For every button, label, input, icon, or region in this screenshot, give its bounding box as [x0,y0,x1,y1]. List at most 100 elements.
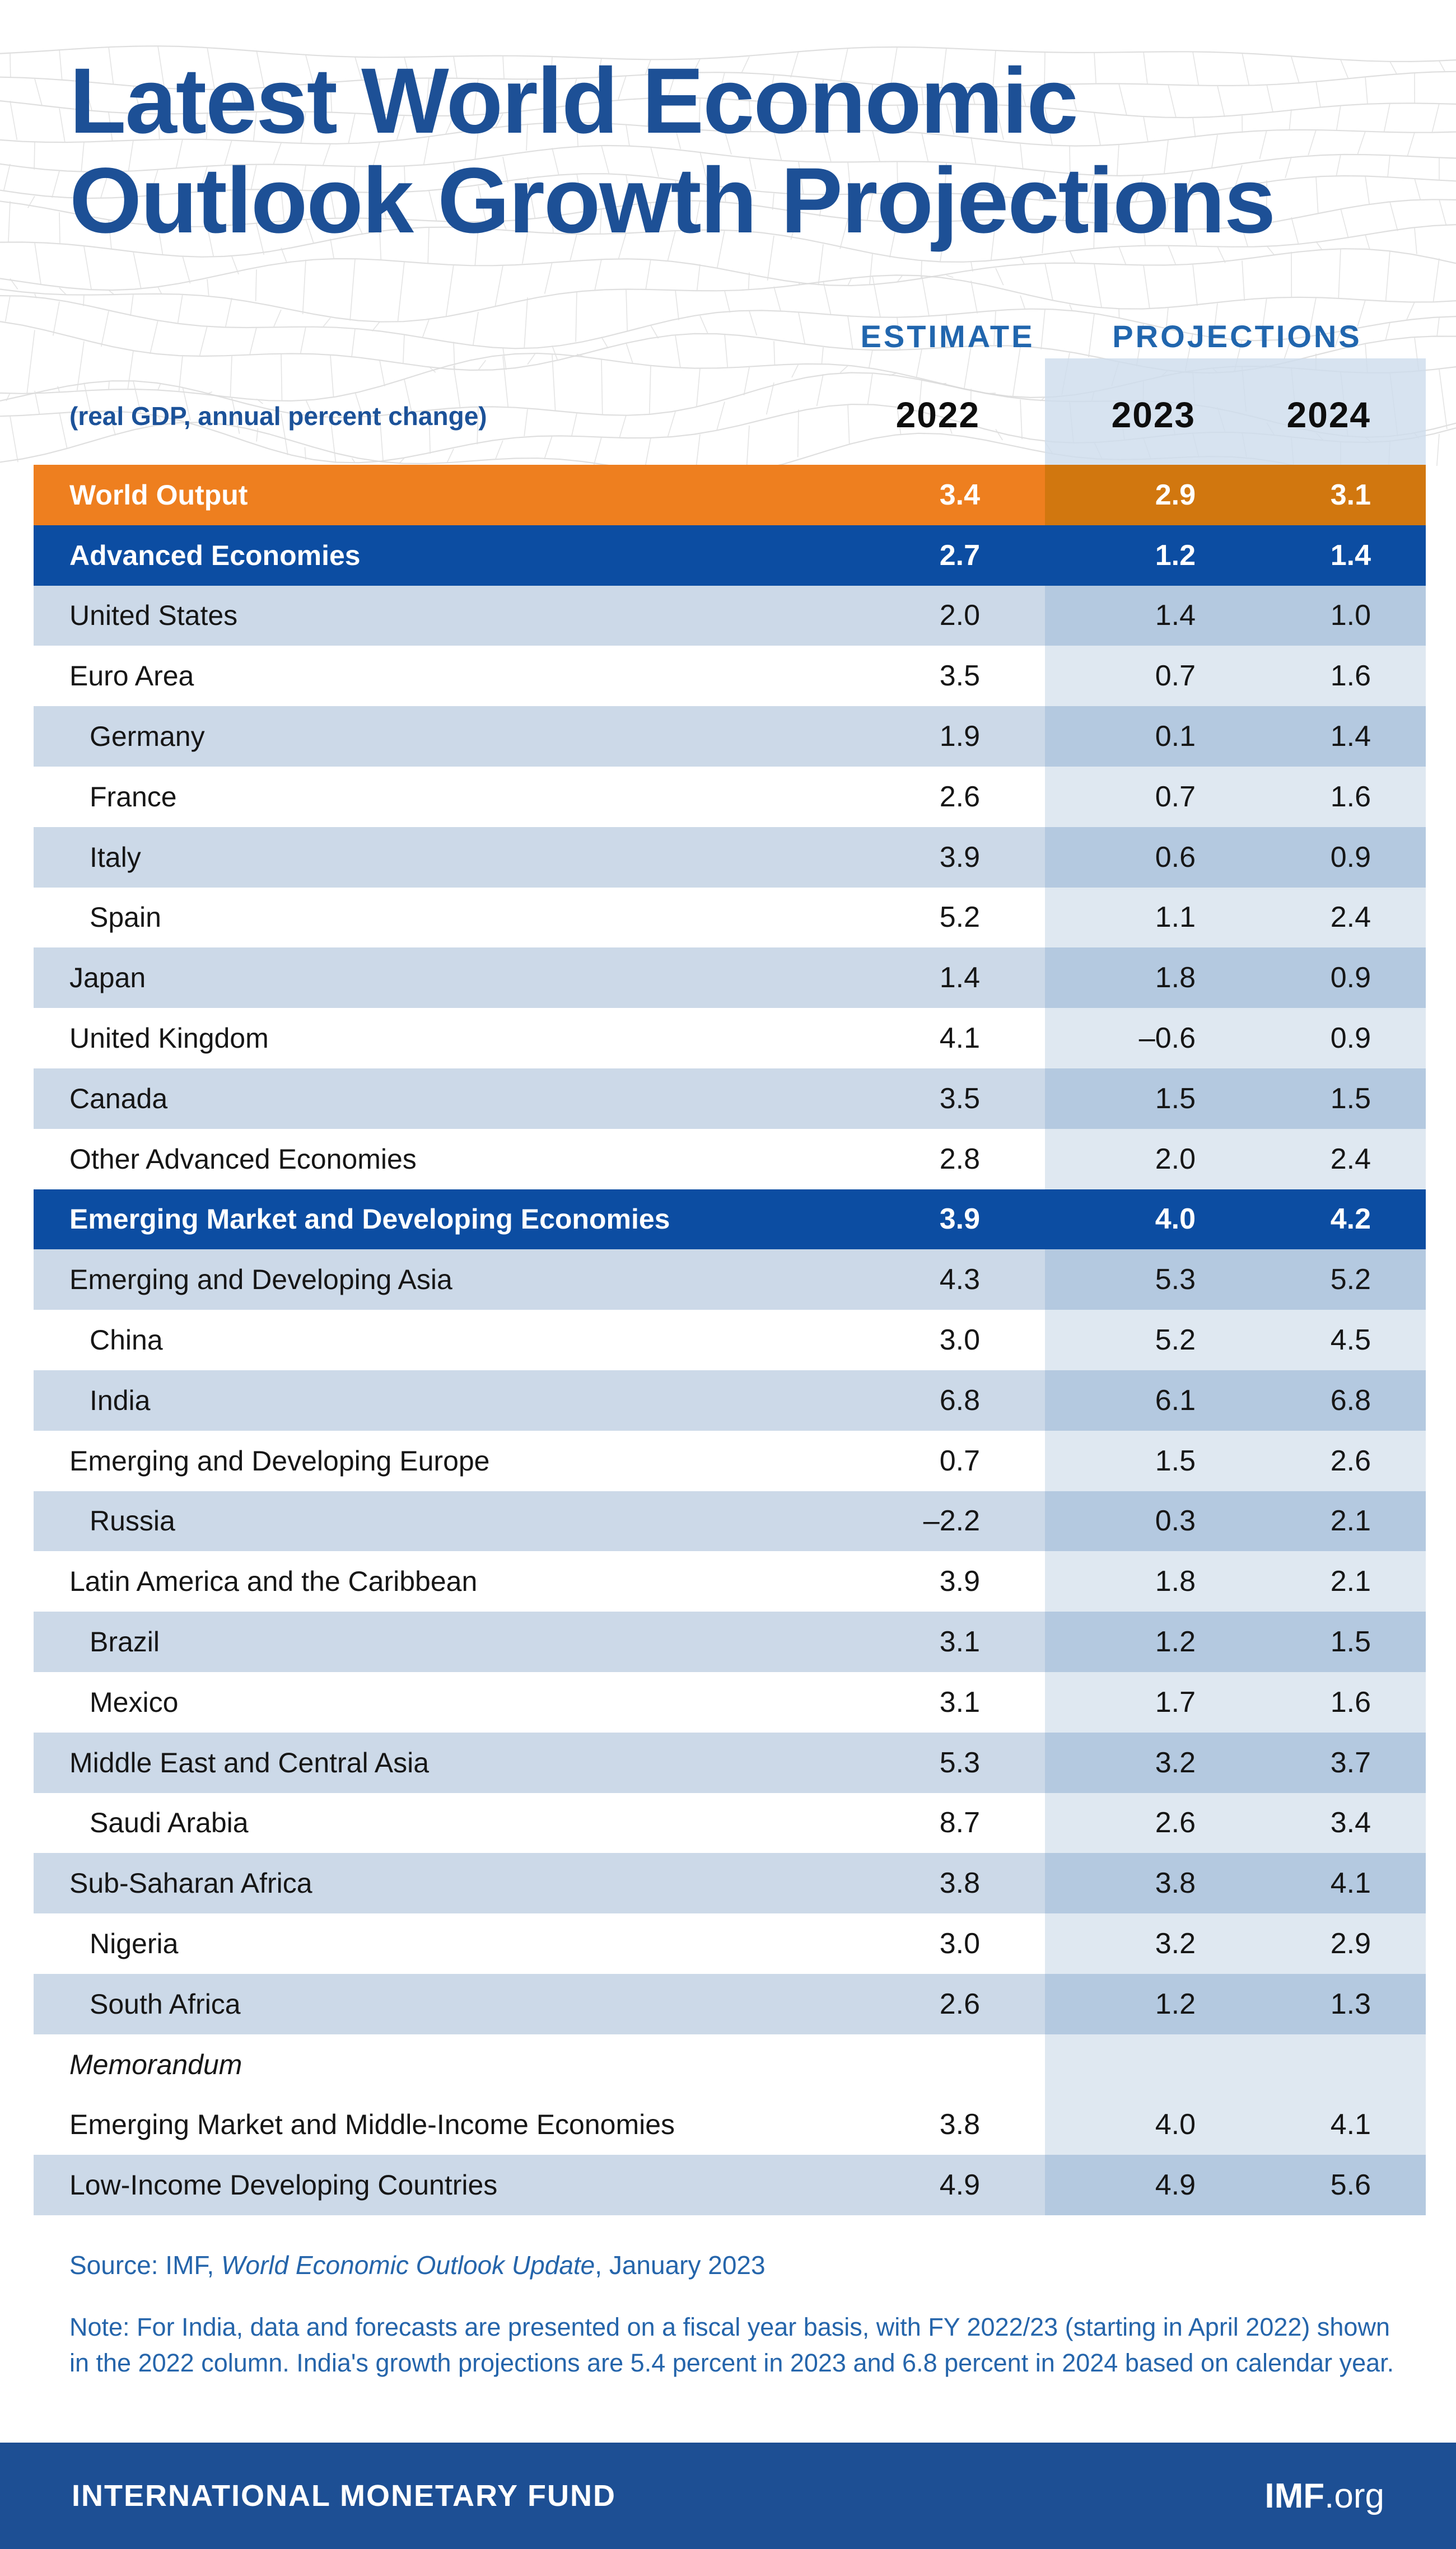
mesh-connector-line [550,57,553,79]
value-2023: 1.8 [1155,1565,1196,1598]
row-projections-region: 4.0 4.1 [1045,2094,1426,2155]
mesh-connector-line [527,353,536,365]
mesh-connector-line [1338,249,1341,299]
row-projections-region: 1.8 0.9 [1045,947,1426,1009]
row-projections-region: 3.2 3.7 [1045,1732,1426,1793]
row-projections-region: 3.8 4.1 [1045,1853,1426,1914]
mesh-connector-line [108,290,115,295]
mesh-connector-line [995,104,1004,140]
value-2023: 0.6 [1155,841,1196,874]
mesh-connector-line [83,246,92,290]
value-2024: 2.4 [1330,901,1371,934]
mesh-connector-line [281,248,287,262]
row-left-region: Memorandum [34,2034,1045,2095]
mesh-connector-line [847,105,854,131]
mesh-connector-line [256,50,265,89]
value-2023: 3.2 [1155,1927,1196,1960]
mesh-connector-line [322,143,331,166]
row-projections-region: 0.1 1.4 [1045,706,1426,767]
mesh-connector-line [10,278,18,290]
mesh-connector-line [1192,52,1199,86]
value-2022: 0.7 [939,1444,980,1477]
mesh-connector-line [1291,57,1300,83]
mesh-connector-line [1439,369,1448,429]
mesh-connector-line [921,87,924,105]
mesh-connector-line [1334,330,1341,348]
row-left-region: Sub-Saharan Africa 3.8 [34,1853,1045,1914]
mesh-connector-line [207,226,214,257]
mesh-connector-line [256,223,265,255]
row-projections-region: 1.5 1.5 [1045,1068,1426,1129]
mesh-connector-line [34,242,41,286]
mesh-connector-line [199,326,208,357]
row-left-region: India 6.8 [34,1370,1045,1431]
mesh-connector-line [1289,109,1292,130]
mesh-connector-line [921,260,922,279]
value-2022: 2.0 [939,599,980,632]
mesh-connector-line [946,274,954,278]
mesh-connector-line [823,281,832,315]
value-2023: 1.2 [1155,1626,1196,1659]
mesh-connector-line [818,244,824,286]
mesh-connector-line [1042,220,1046,254]
mesh-connector-line [1242,227,1249,248]
mesh-connector-line [1039,171,1046,202]
row-projections-region: 2.0 2.4 [1045,1128,1426,1189]
mesh-connector-line [133,251,142,290]
mesh-connector-line [330,355,334,397]
value-2024: 2.1 [1330,1565,1371,1598]
mesh-connector-line [552,354,556,412]
mesh-connector-line [256,398,263,404]
mesh-connector-line [354,218,363,235]
mesh-ridge-line [0,45,1456,63]
mesh-connector-line [446,449,454,463]
table-row: Emerging and Developing Europe 0.7 1.5 2.6 [34,1430,1426,1491]
value-2023: 3.8 [1155,1867,1196,1900]
mesh-connector-line [648,365,651,414]
mesh-connector-line [34,390,40,414]
mesh-connector-line [305,55,314,84]
mesh-connector-line [231,256,239,275]
row-projections-region: 3.2 2.9 [1045,1913,1426,1974]
mesh-connector-line [1365,176,1370,205]
value-2024: 0.9 [1330,1022,1371,1055]
mesh-connector-line [872,276,881,318]
mesh-connector-line [696,434,701,466]
mesh-connector-line [897,274,903,283]
row-left-region: Spain 5.2 [34,887,1045,948]
mesh-connector-line [724,291,731,313]
mesh-connector-line [133,86,142,114]
mesh-connector-line [1217,246,1226,263]
mesh-connector-line [1260,297,1267,340]
mesh-connector-line [839,219,848,249]
mesh-connector-line [847,404,850,444]
mesh-connector-line [1168,84,1177,118]
mesh-connector-line [34,78,43,106]
value-2023: 0.1 [1155,720,1196,753]
row-projections-region: 5.2 4.5 [1045,1310,1426,1370]
mesh-connector-line [742,203,750,231]
mesh-connector-line [1259,130,1267,160]
value-2023: 1.2 [1155,1987,1196,2020]
mesh-connector-line [868,349,873,369]
value-2023: 1.7 [1155,1686,1196,1719]
mesh-connector-line [1407,132,1415,157]
value-2023: 0.7 [1155,660,1196,693]
mesh-connector-line [1217,85,1225,118]
mesh-connector-line [474,130,479,160]
row-projections-region: 1.4 1.0 [1045,585,1426,646]
mesh-connector-line [379,415,384,461]
row-label: Nigeria [90,1928,179,1960]
value-2022: 8.7 [939,1806,980,1840]
table-row: Latin America and the Caribbean 3.9 1.8 2.1 [34,1551,1426,1612]
mesh-connector-line [1184,171,1193,196]
row-label: Middle East and Central Asia [69,1747,430,1778]
mesh-connector-line [371,321,380,332]
mesh-connector-line [1285,156,1292,179]
value-2024: 1.6 [1330,660,1371,693]
mesh-connector-line [991,165,996,195]
mesh-connector-line [322,318,331,328]
mesh-connector-line [823,130,832,162]
mesh-connector-line [918,379,922,412]
row-projections-region: 1.5 2.6 [1045,1430,1426,1491]
